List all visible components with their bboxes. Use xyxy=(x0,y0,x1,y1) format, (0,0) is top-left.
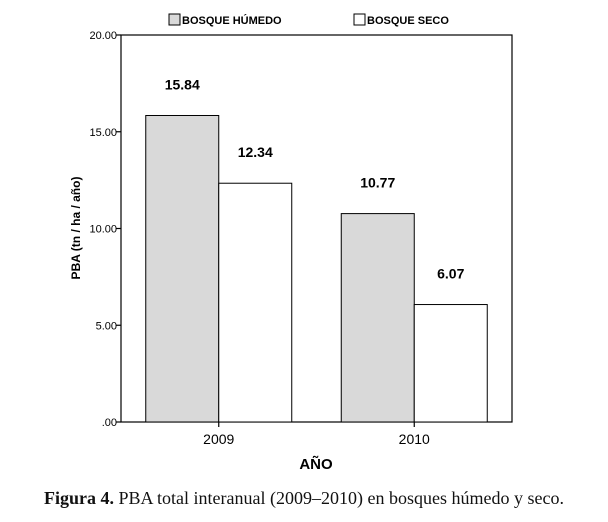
legend-swatch xyxy=(168,13,181,26)
y-tick-label: 5.00 xyxy=(96,320,117,332)
y-tick-label: 15.00 xyxy=(89,127,117,139)
legend-label: BOSQUE HÚMEDO xyxy=(182,14,282,27)
bar xyxy=(340,213,415,423)
y-axis-title: PBA (tn / ha / año) xyxy=(69,177,83,280)
caption-text: PBA total interanual (2009–2010) en bosq… xyxy=(118,488,564,508)
legend: BOSQUE HÚMEDO BOSQUE SECO xyxy=(168,13,449,27)
bar xyxy=(145,114,220,423)
x-axis-title: AÑO xyxy=(299,455,333,473)
y-tick-label: 10.00 xyxy=(89,224,117,236)
bar xyxy=(218,182,293,423)
x-tick-label: 2009 xyxy=(203,431,234,447)
bar-chart: BOSQUE HÚMEDO BOSQUE SECO .00 5.00 10.00 15.… xyxy=(69,13,513,473)
y-axis: .00 5.00 10.00 15.00 20.00 xyxy=(89,30,121,429)
data-label: 12.34 xyxy=(238,144,273,160)
bars: 15.84 12.34 10.77 6.07 xyxy=(145,76,488,423)
caption-label: Figura 4. xyxy=(44,488,115,508)
x-tick-label: 2010 xyxy=(399,431,430,447)
y-tick-label: 20.00 xyxy=(89,30,117,42)
data-label: 10.77 xyxy=(360,175,395,191)
y-tick-label: .00 xyxy=(102,417,117,429)
data-label: 15.84 xyxy=(165,76,200,92)
x-axis: 2009 2010 xyxy=(203,422,430,447)
legend-swatch xyxy=(353,13,366,26)
bar xyxy=(413,304,488,423)
legend-label: BOSQUE SECO xyxy=(367,15,449,27)
figure-caption: Figura 4. PBA total interanual (2009–201… xyxy=(0,488,608,509)
data-label: 6.07 xyxy=(437,266,464,282)
